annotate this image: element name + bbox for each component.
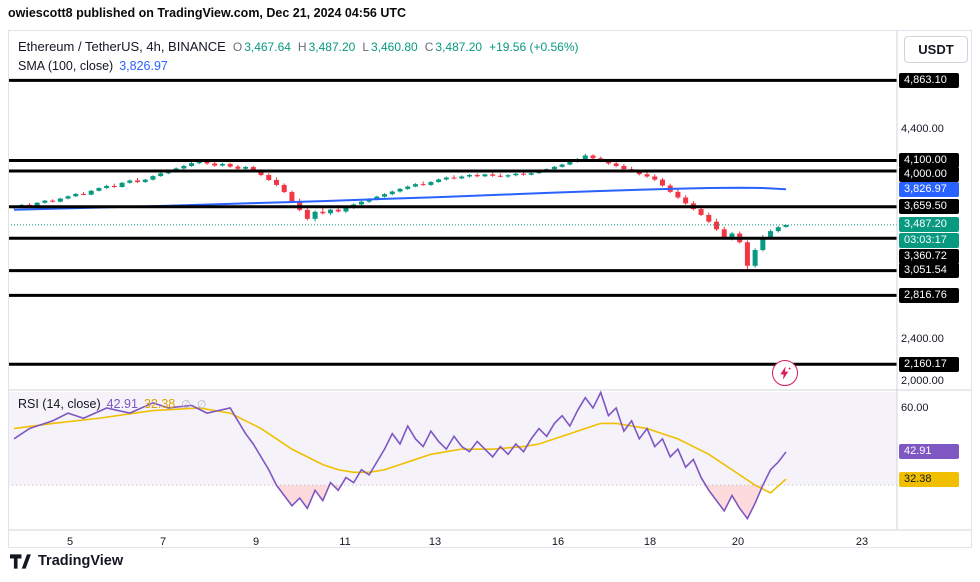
tradingview-brand-text: TradingView [38, 553, 124, 569]
price-scale[interactable] [897, 30, 972, 530]
sma-indicator-label[interactable]: SMA (100, close) [18, 58, 114, 73]
low-label: L [362, 39, 369, 54]
low-value: 3,460.80 [371, 39, 418, 54]
close-label: C [424, 39, 434, 54]
rsi-legend-row: RSI (14, close) 42.91 32.38 ∅ ∅ [18, 397, 206, 411]
high-value: 3,487.20 [308, 39, 356, 54]
boost-reaction-button[interactable] [772, 360, 798, 386]
time-axis[interactable] [8, 530, 972, 548]
sma-indicator-value: 3,826.97 [119, 58, 168, 73]
empty-set-icon[interactable]: ∅ [196, 398, 207, 411]
sma-legend-row: SMA (100, close) 3,826.97 [18, 56, 579, 75]
empty-set-icon[interactable]: ∅ [181, 398, 191, 411]
symbol-legend-row: Ethereum / TetherUS, 4h, BINANCE O 3,467.… [18, 37, 579, 56]
close-value: 3,487.20 [435, 39, 483, 54]
open-value: 3,467.64 [244, 39, 291, 54]
symbol-title[interactable]: Ethereum / TetherUS, 4h, BINANCE [18, 39, 226, 54]
tradingview-logo-icon [10, 553, 31, 569]
publish-caption: owiescott8 published on TradingView.com,… [8, 6, 407, 20]
rsi-indicator-value: 42.91 [106, 397, 138, 411]
open-label: O [232, 39, 243, 54]
chart-legend: Ethereum / TetherUS, 4h, BINANCE O 3,467.… [18, 37, 579, 75]
rsi-indicator-label[interactable]: RSI (14, close) [18, 397, 101, 411]
high-label: H [297, 39, 307, 54]
tradingview-brand-link[interactable]: TradingView [10, 553, 123, 569]
change-value: +19.56 (+0.56%) [489, 39, 579, 54]
lightning-icon [780, 366, 792, 380]
rsi-ma-indicator-value: 32.38 [143, 397, 176, 411]
currency-toggle-button[interactable]: USDT [904, 36, 968, 63]
